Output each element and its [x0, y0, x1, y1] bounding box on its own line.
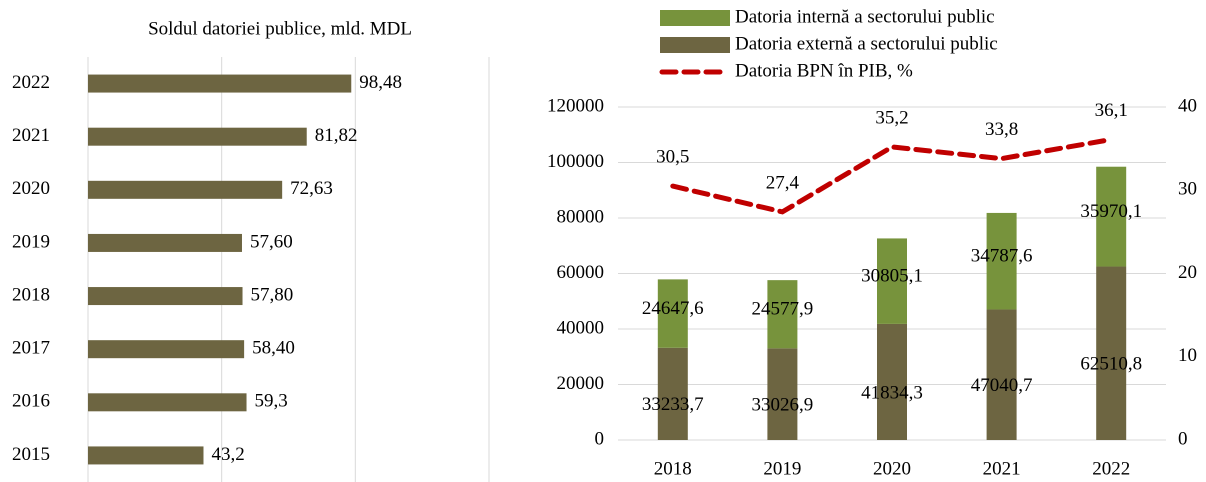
y-tick-label: 0	[595, 428, 605, 449]
y-tick-label: 120000	[547, 95, 604, 116]
data-label: 47040,7	[971, 375, 1033, 396]
data-label: 33233,7	[642, 394, 704, 415]
y-tick-label: 20000	[557, 373, 605, 394]
bar-segment	[1096, 266, 1127, 440]
y2-tick-label: 10	[1178, 345, 1197, 366]
y-tick-label: 2021	[12, 125, 50, 146]
x-tick-label: 2022	[1092, 458, 1130, 479]
bar	[88, 287, 243, 306]
data-label: 98,48	[359, 72, 402, 93]
bar	[88, 233, 242, 252]
data-label: 33,8	[985, 119, 1018, 140]
data-label: 57,80	[251, 284, 294, 305]
y-tick-label: 2019	[12, 231, 50, 252]
data-label: 58,40	[252, 338, 295, 359]
data-label: 30,5	[656, 146, 689, 167]
line	[670, 136, 1114, 215]
y2-tick-label: 0	[1178, 428, 1188, 449]
legend-swatch	[660, 10, 730, 26]
bar	[88, 180, 283, 199]
x-tick-label: 2018	[654, 458, 692, 479]
legend-swatch	[660, 37, 730, 53]
y2-tick-label: 20	[1178, 262, 1197, 283]
bar-segment	[767, 280, 798, 349]
data-label: 33026,9	[752, 395, 814, 416]
y-tick-label: 2015	[12, 444, 50, 465]
data-label: 24577,9	[752, 299, 814, 320]
y-tick-label: 80000	[557, 206, 605, 227]
chart-title: Soldul datoriei publice, mld. MDL	[148, 18, 412, 39]
bar	[88, 340, 245, 359]
bar	[88, 393, 247, 412]
y-tick-label: 2022	[12, 72, 50, 93]
data-label: 57,60	[250, 231, 293, 252]
bar-segment	[877, 323, 907, 440]
bar-segment	[657, 347, 688, 440]
x-tick-label: 2020	[873, 458, 911, 479]
data-label: 59,3	[255, 391, 288, 412]
legend-label: Datoria externă a sectorului public	[735, 33, 998, 54]
data-label: 72,63	[290, 178, 333, 199]
y-tick-label: 60000	[557, 262, 605, 283]
data-label: 35,2	[875, 107, 908, 128]
bar-segment	[1096, 166, 1127, 267]
bar-segment	[767, 348, 798, 440]
bar	[88, 127, 307, 146]
data-label: 41834,3	[861, 382, 923, 403]
bar	[88, 446, 204, 465]
x-tick-label: 2019	[763, 458, 801, 479]
data-label: 62510,8	[1080, 354, 1142, 375]
x-tick-label: 2021	[983, 458, 1021, 479]
data-label: 27,4	[766, 172, 800, 193]
y2-tick-label: 30	[1178, 179, 1197, 200]
bar-segment	[986, 309, 1017, 440]
data-label: 36,1	[1095, 100, 1128, 121]
bar-segment	[657, 279, 688, 348]
y-tick-label: 100000	[547, 151, 604, 172]
data-label: 81,82	[315, 125, 358, 146]
bar-segment	[877, 238, 907, 324]
data-label: 30805,1	[861, 266, 923, 287]
y-tick-label: 40000	[557, 317, 605, 338]
data-label: 35970,1	[1080, 201, 1142, 222]
data-label: 43,2	[211, 444, 244, 465]
y-tick-label: 2018	[12, 284, 50, 305]
y-tick-label: 2016	[12, 391, 50, 412]
y-tick-label: 2020	[12, 178, 50, 199]
bar	[88, 74, 352, 93]
legend-label: Datoria BPN în PIB, %	[735, 60, 913, 81]
bar-segment	[986, 212, 1017, 310]
data-label: 24647,6	[642, 298, 704, 319]
y2-tick-label: 40	[1178, 95, 1197, 116]
legend-label: Datoria internă a sectorului public	[735, 6, 995, 27]
y-tick-label: 2017	[12, 338, 50, 359]
data-label: 34787,6	[971, 246, 1033, 267]
